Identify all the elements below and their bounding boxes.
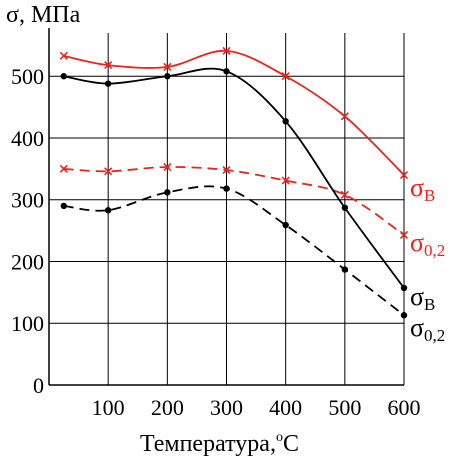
series-point <box>281 72 290 81</box>
series-line-3 <box>63 185 405 316</box>
series-point <box>164 189 171 196</box>
series-label-main: σ <box>410 173 424 202</box>
series-point <box>341 204 349 211</box>
point-stroke <box>399 170 409 180</box>
series-label-sub: 0,2 <box>424 241 445 260</box>
point-stroke <box>163 62 172 72</box>
series-point <box>104 80 112 87</box>
series-point <box>223 68 230 75</box>
point-stroke <box>59 164 68 173</box>
y-tick-label: 100 <box>11 311 44 336</box>
series-point <box>281 176 290 185</box>
series-point <box>400 312 408 319</box>
x-tick-label: 300 <box>210 395 243 420</box>
series-line-0 <box>63 50 405 176</box>
y-tick-label: 0 <box>33 373 44 398</box>
x-tick-label: 500 <box>328 395 361 420</box>
series-line-1 <box>63 166 405 236</box>
point-stroke <box>281 72 290 81</box>
y-tick-label: 400 <box>11 126 44 151</box>
y-tick-label: 200 <box>11 249 44 274</box>
series-label-main: σ <box>410 228 424 257</box>
y-tick-label: 300 <box>11 188 44 213</box>
series-point <box>282 118 289 125</box>
series-point <box>163 162 172 172</box>
series-point <box>399 230 409 240</box>
series-point <box>104 167 113 176</box>
series-point <box>340 112 349 121</box>
point-stroke <box>104 167 113 176</box>
series-point <box>222 166 231 175</box>
tick-labels: 0 100 200 300 400 500 100 200 300 400 500 600 <box>11 64 421 420</box>
point-stroke <box>59 51 68 60</box>
x-axis-title-end: С <box>283 431 299 457</box>
series-point <box>282 221 289 229</box>
series-point <box>341 266 349 273</box>
y-tick-label: 500 <box>11 64 44 89</box>
series-point <box>164 73 171 80</box>
series-point <box>400 284 408 292</box>
point-stroke <box>281 176 290 185</box>
series-label-3: σ0,2 <box>410 313 445 345</box>
series-point <box>60 202 67 210</box>
x-axis-title-main: Температура, <box>140 431 276 457</box>
x-axis-title-degree: o <box>276 430 283 445</box>
series-point <box>104 61 113 70</box>
series-point <box>59 51 68 60</box>
series-label-0: σВ <box>410 173 435 205</box>
series-label-sub: В <box>424 186 435 205</box>
series-point <box>60 73 67 80</box>
x-tick-label: 100 <box>92 395 125 420</box>
series-point <box>340 190 349 199</box>
grid <box>49 33 405 385</box>
series-label-1: σ0,2 <box>410 228 445 260</box>
series-label-sub: 0,2 <box>424 326 445 345</box>
series-point <box>163 62 172 72</box>
point-stroke <box>222 46 231 55</box>
series-point <box>223 185 230 192</box>
series-point <box>222 46 231 55</box>
point-stroke <box>163 162 172 172</box>
series-label-2: σВ <box>410 282 435 314</box>
x-tick-label: 600 <box>388 395 421 420</box>
point-stroke <box>399 230 409 240</box>
series-point <box>399 170 409 180</box>
point-stroke <box>340 112 349 121</box>
series-point <box>59 164 68 173</box>
series-markers <box>59 46 409 319</box>
x-axis-title: Температура,oС <box>140 430 299 457</box>
series-line-2 <box>63 67 405 289</box>
x-tick-label: 200 <box>151 395 184 420</box>
point-stroke <box>104 61 113 70</box>
series-label-sub: В <box>424 295 435 314</box>
x-tick-label: 400 <box>269 395 302 420</box>
series-lines <box>63 50 405 316</box>
point-stroke <box>222 166 231 175</box>
series-label-main: σ <box>410 313 424 342</box>
series-point <box>104 207 112 214</box>
axes <box>48 28 404 386</box>
y-axis-title: σ, МПа <box>6 2 81 28</box>
series-label-main: σ <box>410 282 424 311</box>
point-stroke <box>340 190 349 199</box>
